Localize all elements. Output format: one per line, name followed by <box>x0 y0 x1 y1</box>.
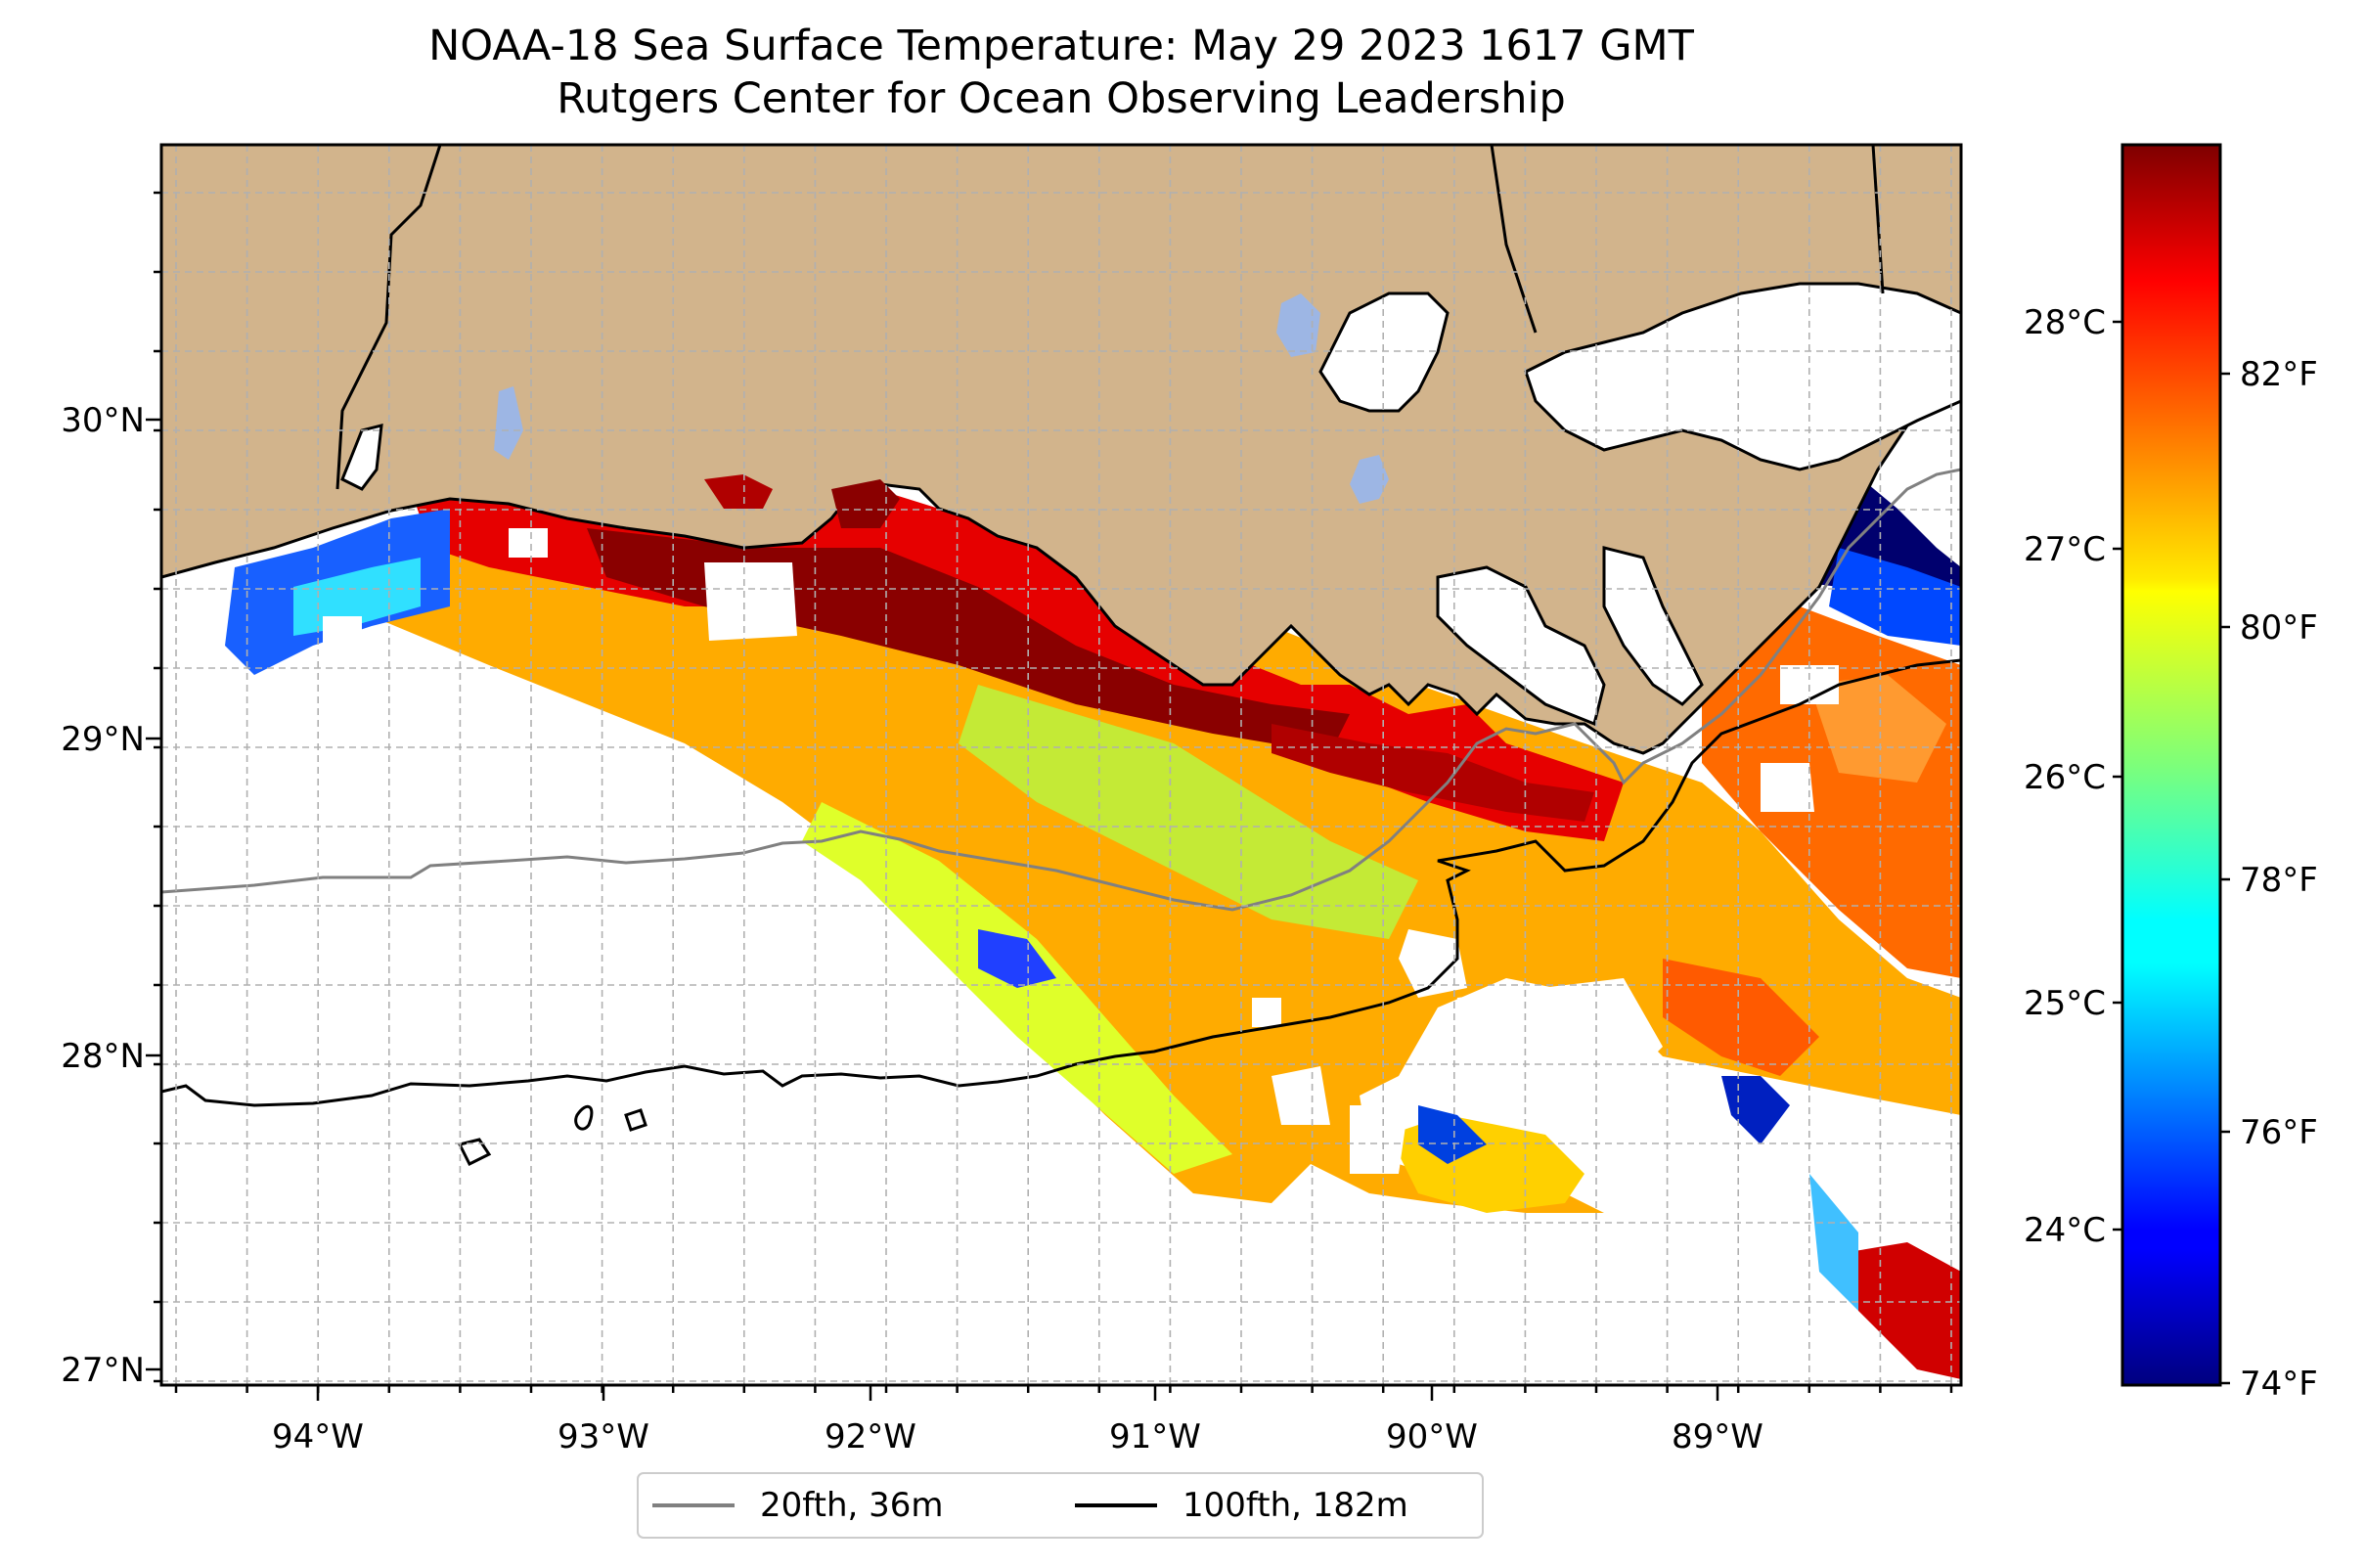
fahrenheit-tick-label: 74°F <box>2240 1365 2318 1404</box>
celsius-labels: 28°C 27°C 26°C 25°C 24°C <box>2024 303 2106 1250</box>
legend-item-20fth: 20fth, 36m <box>652 1486 944 1525</box>
map-frame <box>159 143 1963 1387</box>
lake-pontchartrain <box>1318 291 1450 413</box>
lon-tick-label: 91°W <box>1109 1417 1201 1456</box>
lake-hot-spot <box>704 474 773 509</box>
calcasieu-lake <box>494 386 523 460</box>
lon-tick-label: 93°W <box>558 1417 649 1456</box>
celsius-tick-label: 27°C <box>2024 530 2106 569</box>
figure-title: NOAA-18 Sea Surface Temperature: May 29 … <box>428 22 1694 70</box>
lat-tick-label: 29°N <box>61 720 145 759</box>
lat-tick-label: 28°N <box>61 1037 145 1076</box>
legend-line-black <box>1075 1503 1157 1507</box>
legend-label: 20fth, 36m <box>760 1486 944 1525</box>
barataria-bay <box>1436 565 1606 727</box>
latitude-labels: 30°N 29°N 28°N 27°N <box>61 401 145 1390</box>
fahrenheit-tick-label: 80°F <box>2240 608 2318 648</box>
state-border <box>1871 145 1885 294</box>
legend-label: 100fth, 182m <box>1182 1486 1408 1525</box>
legend: 20fth, 36m 100fth, 182m <box>637 1472 1484 1539</box>
fahrenheit-tick-label: 76°F <box>2240 1113 2318 1152</box>
celsius-tick-label: 25°C <box>2024 984 2106 1023</box>
celsius-tick-label: 24°C <box>2024 1211 2106 1250</box>
lat-tick-label: 27°N <box>61 1351 145 1390</box>
lon-tick-label: 92°W <box>825 1417 916 1456</box>
flower-garden-banks <box>457 1104 647 1167</box>
sst-field <box>225 430 1961 1379</box>
chandeleur-sound <box>1524 282 1961 471</box>
lake-salvador <box>1350 455 1389 504</box>
lon-tick-label: 90°W <box>1386 1417 1478 1456</box>
celsius-tick-label: 28°C <box>2024 303 2106 342</box>
gridlines <box>161 145 1961 1385</box>
vermilion-bay <box>831 479 900 528</box>
fahrenheit-tick-label: 78°F <box>2240 861 2318 900</box>
colorbar-ticks <box>2113 320 2230 1385</box>
celsius-tick-label: 26°C <box>2024 758 2106 797</box>
fahrenheit-tick-label: 82°F <box>2240 355 2318 394</box>
fahrenheit-labels: 82°F 80°F 78°F 76°F 74°F <box>2240 355 2318 1404</box>
axis-ticks <box>146 191 1953 1401</box>
lake-maurepas <box>1276 293 1320 357</box>
isobath-20fth <box>161 468 1961 912</box>
map-area <box>161 145 1961 1385</box>
breton-sound <box>1602 546 1704 706</box>
colorbar <box>2120 143 2222 1387</box>
longitude-labels: 94°W 93°W 92°W 91°W 90°W 89°W <box>272 1417 1763 1456</box>
lon-tick-label: 94°W <box>272 1417 364 1456</box>
sabine-lake <box>340 424 383 491</box>
lat-tick-label: 30°N <box>61 401 145 440</box>
legend-line-gray <box>652 1503 735 1507</box>
figure-subtitle: Rutgers Center for Ocean Observing Leade… <box>557 74 1566 123</box>
lon-tick-label: 89°W <box>1672 1417 1763 1456</box>
legend-item-100fth: 100fth, 182m <box>1075 1486 1408 1525</box>
